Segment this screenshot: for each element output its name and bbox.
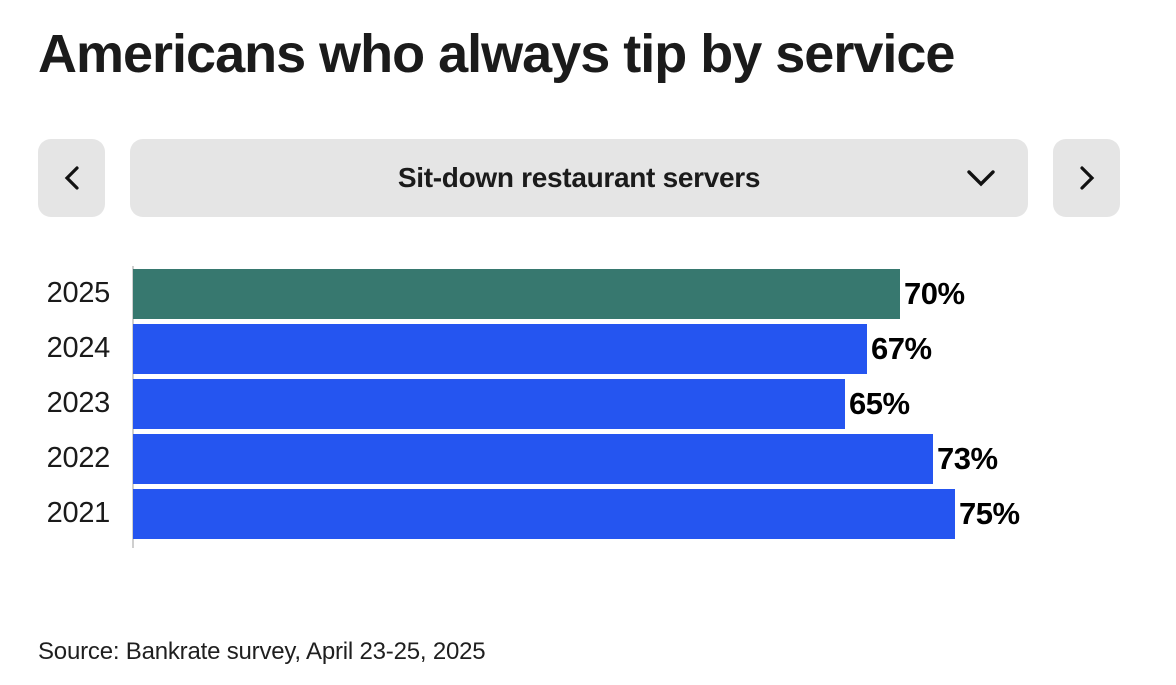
chevron-left-icon — [64, 164, 80, 192]
bar-2024 — [133, 323, 867, 374]
page-title: Americans who always tip by service — [38, 24, 955, 84]
source-note: Source: Bankrate survey, April 23-25, 20… — [38, 638, 486, 665]
chevron-right-icon — [1079, 164, 1095, 192]
bar-row: 2022 73% — [38, 433, 1176, 484]
service-carousel: Sit-down restaurant servers — [38, 138, 1120, 217]
chart-card: Americans who always tip by service Sit-… — [0, 26, 1176, 685]
plot-track: 73% — [133, 433, 1176, 484]
bar-2025 — [133, 268, 900, 319]
value-label: 75% — [959, 495, 1020, 531]
bar-row: 2021 75% — [38, 488, 1176, 539]
category-label: 2021 — [46, 497, 111, 530]
value-label: 67% — [871, 330, 932, 366]
service-dropdown[interactable]: Sit-down restaurant servers — [130, 138, 1028, 217]
bar-row: 2025 70% — [38, 268, 1176, 319]
bar-row: 2024 67% — [38, 323, 1176, 374]
category-label: 2024 — [46, 332, 111, 365]
plot-track: 75% — [133, 488, 1176, 539]
plot-track: 70% — [133, 268, 1176, 319]
bar-2021 — [133, 488, 955, 539]
service-dropdown-value: Sit-down restaurant servers — [397, 161, 761, 193]
bar-row: 2023 65% — [38, 378, 1176, 429]
category-label: 2023 — [46, 387, 111, 420]
bar-2022 — [133, 433, 933, 484]
value-label: 73% — [937, 440, 998, 476]
bar-chart: 2025 70% 2024 67% 2023 65% 2022 73% 2021 75% — [38, 265, 1176, 548]
next-service-button[interactable] — [1053, 138, 1120, 217]
plot-track: 65% — [133, 378, 1176, 429]
prev-service-button[interactable] — [38, 138, 105, 217]
plot-track: 67% — [133, 323, 1176, 374]
bar-rows: 2025 70% 2024 67% 2023 65% 2022 73% 2021 75% — [38, 268, 1176, 539]
category-label: 2022 — [46, 442, 111, 475]
value-label: 70% — [904, 275, 965, 311]
value-label: 65% — [849, 385, 910, 421]
bar-2023 — [133, 378, 845, 429]
category-label: 2025 — [46, 277, 111, 310]
chevron-down-icon — [966, 169, 996, 187]
